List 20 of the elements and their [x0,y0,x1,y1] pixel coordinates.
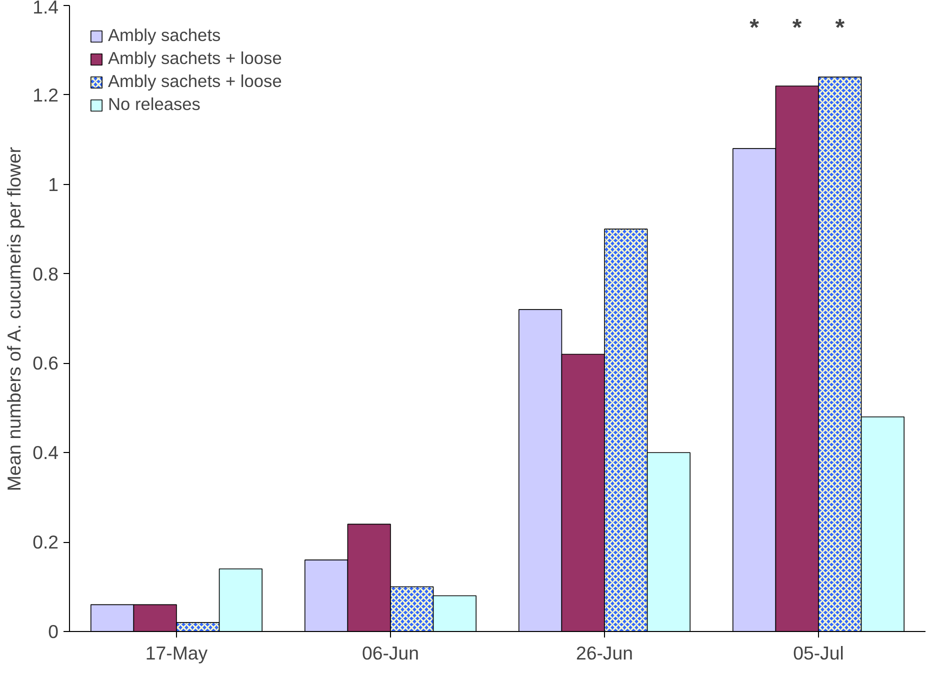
y-tick-label: 0 [48,621,59,642]
annotation: * [792,14,802,42]
y-tick-label: 1.4 [32,0,59,18]
x-tick-label: 26-Jun [576,642,634,664]
legend-label: Ambly sachets + loose [108,48,282,69]
y-tick-label: 1 [48,174,59,195]
legend-label: Ambly sachets + loose [108,71,282,92]
x-tick-label: 05-Jul [793,642,844,664]
y-tick-label: 1.2 [32,84,59,106]
annotation: * [835,14,846,42]
y-axis-title: Mean numbers of A. cucumeris per flower [4,146,25,492]
legend-label: Ambly sachets [108,25,221,46]
y-tick-label: 0.2 [32,532,59,553]
annotation: * [750,14,760,42]
y-tick-label: 0.6 [32,352,59,374]
legend-label: No releases [108,94,200,115]
x-tick-label: 06-Jun [362,642,420,664]
x-tick-label: 17-May [145,642,208,664]
y-tick-label: 0.4 [32,442,59,464]
y-tick-label: 0.8 [32,263,59,284]
